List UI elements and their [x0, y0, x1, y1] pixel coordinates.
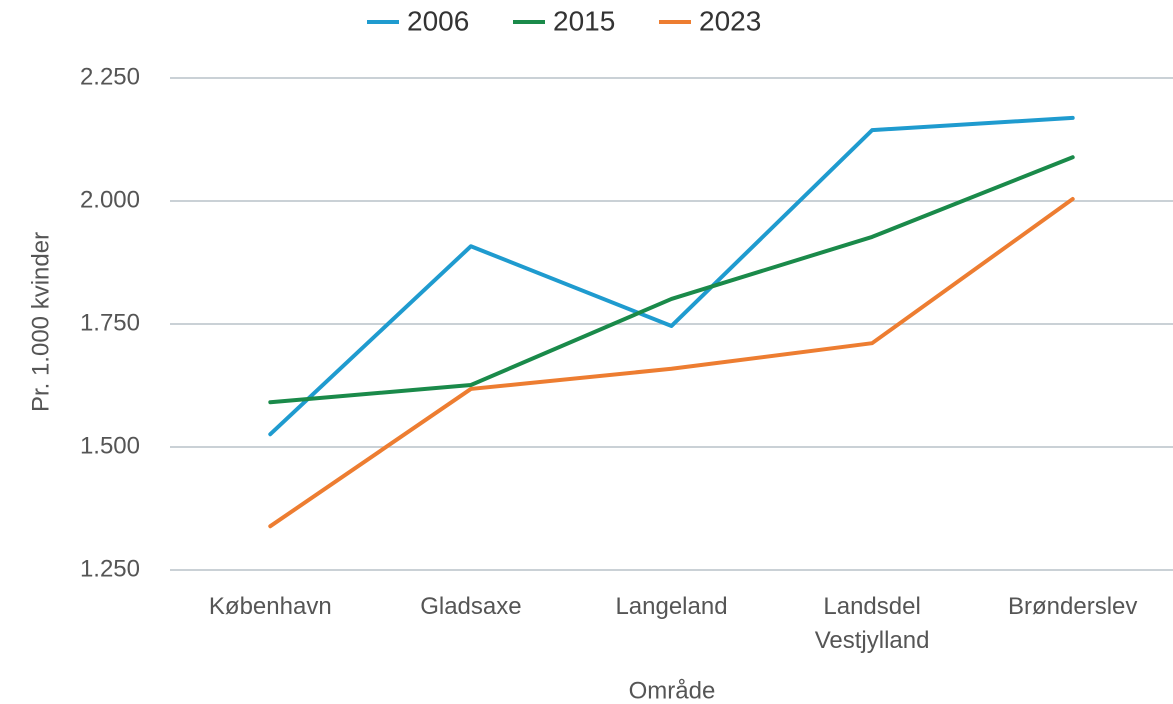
x-tick-label: Gladsaxe — [420, 593, 522, 620]
series-line — [268, 155, 1075, 405]
legend-label: 2015 — [553, 5, 615, 36]
x-tick-label: Landsdel Vestjylland — [814, 593, 930, 654]
legend-label: 2023 — [699, 5, 761, 36]
x-tick-label: Langeland — [615, 593, 728, 620]
legend-label: 2006 — [407, 5, 469, 36]
y-tick-label: 1.500 — [80, 432, 140, 459]
x-tick-label: København — [208, 593, 332, 620]
x-tick-label: Brønderslev — [1008, 593, 1138, 620]
x-axis-label: Område — [629, 677, 716, 704]
y-tick-label: 1.750 — [80, 309, 140, 336]
y-axis-label: Pr. 1.000 kvinder — [27, 232, 54, 412]
series-line — [268, 115, 1075, 437]
y-tick-label: 1.250 — [80, 555, 140, 582]
y-tick-label: 2.000 — [80, 186, 140, 213]
series-line — [268, 197, 1075, 529]
y-tick-label: 2.250 — [80, 63, 140, 90]
